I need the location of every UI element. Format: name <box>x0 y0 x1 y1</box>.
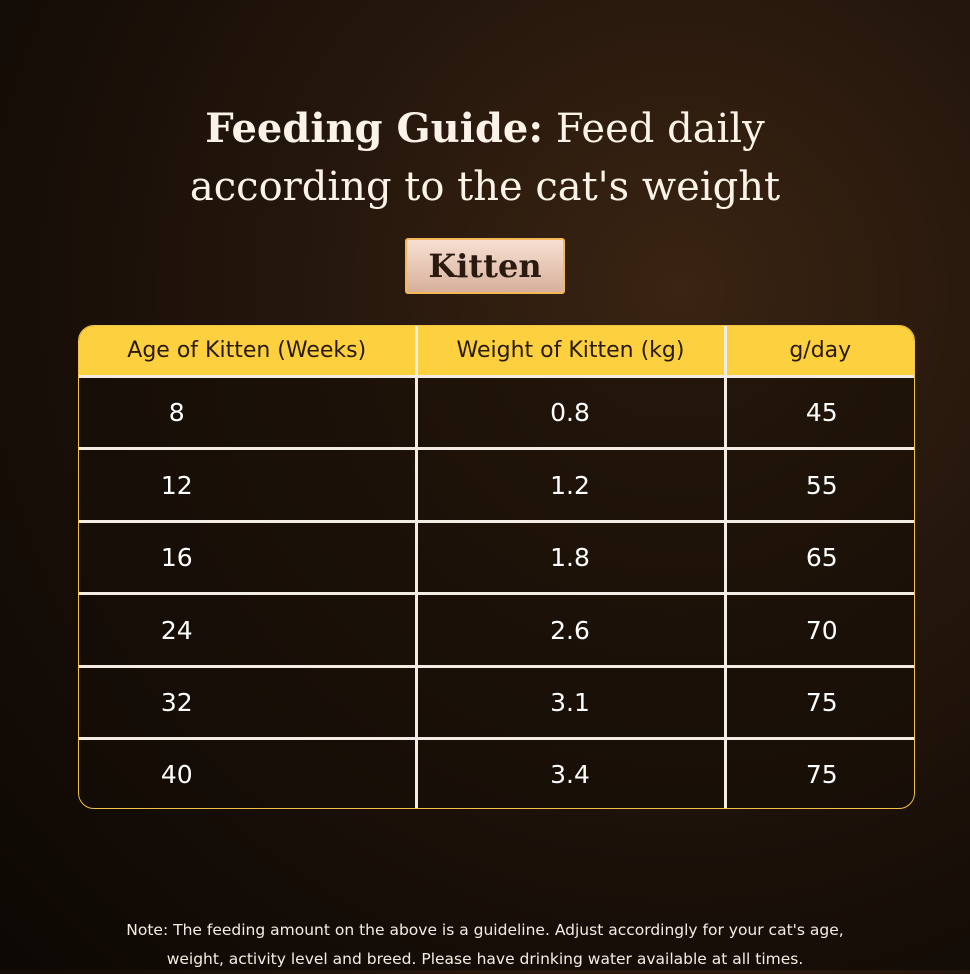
table-cell: 75 <box>723 737 914 808</box>
table-cell: 3.1 <box>414 664 725 739</box>
table-row: 16 1.8 65 <box>79 519 914 594</box>
table-row: 24 2.6 70 <box>79 592 914 667</box>
table-cell: 75 <box>723 664 914 739</box>
title: Feeding Guide: Feed daily according to th… <box>0 100 970 216</box>
table-cell: 16 <box>79 519 416 594</box>
badge: Kitten <box>405 238 565 294</box>
table-cell: 8 <box>79 374 416 449</box>
note: Note: The feeding amount on the above is… <box>0 916 970 974</box>
title-text: Feed daily <box>555 106 765 152</box>
note-text: weight, activity level and breed. Please… <box>166 950 804 968</box>
table-row: 8 0.8 45 <box>79 374 914 449</box>
table-cell: 24 <box>79 592 416 667</box>
table-cell: 65 <box>723 519 914 594</box>
table-cell: 2.6 <box>414 592 725 667</box>
table-row: 32 3.1 75 <box>79 664 914 739</box>
table-cell: 70 <box>723 592 914 667</box>
column-header: Weight of Kitten (kg) <box>414 326 725 377</box>
title-text: according to the cat's weight <box>189 164 781 210</box>
header-row: Age of Kitten (Weeks) Weight of Kitten (k… <box>79 326 914 377</box>
title-bold: Feeding Guide: <box>205 105 544 152</box>
column-header: g/day <box>723 326 914 377</box>
table-cell: 0.8 <box>414 374 725 449</box>
table-cell: 12 <box>79 447 416 522</box>
column-header: Age of Kitten (Weeks) <box>79 326 416 377</box>
table-cell: 55 <box>723 447 914 522</box>
table-frame: Age of Kitten (Weeks) Weight of Kitten (k… <box>78 325 915 809</box>
table-row: 12 1.2 55 <box>79 447 914 522</box>
table-cell: 1.2 <box>414 447 725 522</box>
table: Age of Kitten (Weeks) Weight of Kitten (k… <box>79 326 914 808</box>
table-cell: 40 <box>79 737 416 808</box>
table-body: 8 0.8 45 12 1.2 55 16 1.8 65 24 2.6 70 32 3.1 75 40 3.4 7… <box>79 374 914 808</box>
table-cell: 32 <box>79 664 416 739</box>
table-cell: 1.8 <box>414 519 725 594</box>
table-row: 40 3.4 75 <box>79 737 914 808</box>
table-cell: 45 <box>723 374 914 449</box>
note-text: Note: The feeding amount on the above is… <box>126 921 844 939</box>
table-cell: 3.4 <box>414 737 725 808</box>
